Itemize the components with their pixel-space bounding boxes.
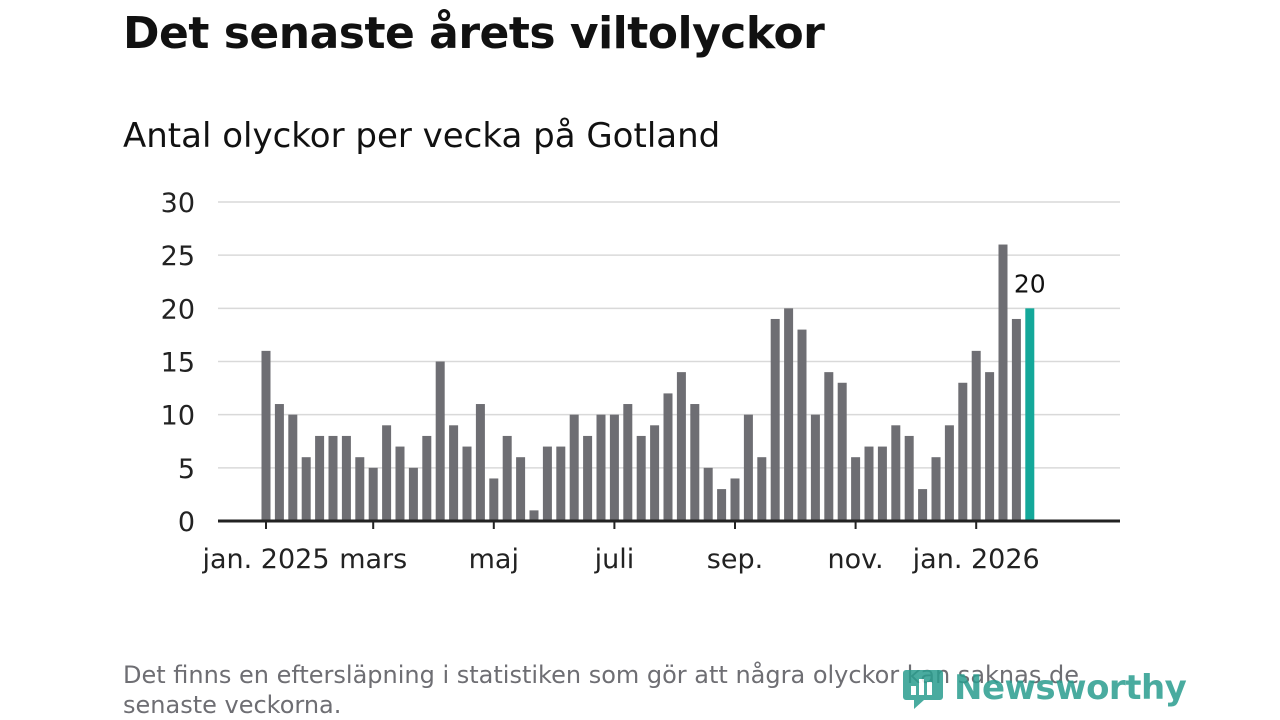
newsworthy-logo-text: Newsworthy — [954, 668, 1187, 708]
x-tick-label: nov. — [828, 544, 884, 575]
bar[interactable] — [569, 414, 579, 521]
bar[interactable] — [1011, 318, 1021, 521]
bar[interactable] — [516, 457, 526, 521]
bar[interactable] — [810, 414, 820, 521]
x-tick-label: jan. 2025 — [201, 544, 329, 575]
bar[interactable] — [382, 425, 392, 521]
bar[interactable] — [556, 446, 566, 521]
bar[interactable] — [395, 446, 405, 521]
bar[interactable] — [355, 457, 365, 521]
bar[interactable] — [743, 414, 753, 521]
bar[interactable] — [261, 350, 271, 521]
x-tick-label: sep. — [707, 544, 763, 575]
bar[interactable] — [636, 435, 646, 521]
bar[interactable] — [904, 435, 914, 521]
bar[interactable] — [864, 446, 874, 521]
x-tick-label: maj — [469, 544, 519, 575]
bar[interactable] — [971, 350, 981, 521]
bar[interactable] — [475, 404, 485, 521]
y-tick-label: 15 — [161, 348, 195, 379]
bar[interactable] — [877, 446, 887, 521]
bar[interactable] — [663, 393, 673, 521]
bar[interactable] — [301, 457, 311, 521]
bar[interactable] — [784, 308, 794, 521]
bar[interactable] — [824, 372, 834, 521]
bar[interactable] — [717, 489, 727, 521]
bar[interactable] — [958, 382, 968, 521]
bar[interactable] — [770, 318, 780, 521]
bar[interactable] — [596, 414, 606, 521]
x-axis-ticks: jan. 2025 mars maj juli sep. nov. jan. 2026 — [201, 521, 1040, 575]
bar[interactable] — [757, 457, 767, 521]
bar[interactable] — [489, 478, 499, 521]
bar[interactable] — [435, 361, 445, 522]
bars — [261, 244, 1035, 522]
x-tick-label: juli — [594, 544, 635, 575]
bar[interactable] — [944, 425, 954, 521]
bar[interactable] — [542, 446, 552, 521]
bar[interactable] — [328, 435, 338, 521]
y-tick-label: 10 — [161, 401, 195, 432]
bar[interactable] — [368, 467, 378, 521]
bar[interactable] — [315, 435, 325, 521]
bar-highlight[interactable] — [1025, 308, 1035, 521]
newsworthy-logo[interactable]: Newsworthy — [902, 666, 1187, 710]
bar[interactable] — [288, 414, 298, 521]
x-tick-label: mars — [339, 544, 407, 575]
bar[interactable] — [341, 435, 351, 521]
bar[interactable] — [851, 457, 861, 521]
bar[interactable] — [703, 467, 713, 521]
bar[interactable] — [690, 404, 700, 521]
bar[interactable] — [449, 425, 459, 521]
bar[interactable] — [623, 404, 633, 521]
bar[interactable] — [998, 244, 1008, 522]
y-tick-label: 25 — [161, 241, 195, 272]
bar[interactable] — [422, 435, 432, 521]
x-tick-label: jan. 2026 — [912, 544, 1040, 575]
bar[interactable] — [583, 435, 593, 521]
y-tick-label: 0 — [178, 507, 195, 538]
bar[interactable] — [676, 372, 686, 521]
bar[interactable] — [918, 489, 928, 521]
bar[interactable] — [274, 404, 284, 521]
bar[interactable] — [797, 329, 807, 521]
bar[interactable] — [529, 510, 539, 521]
bar[interactable] — [609, 414, 619, 521]
bar[interactable] — [985, 372, 995, 521]
bar[interactable] — [408, 467, 418, 521]
highlight-value-label: 20 — [1014, 269, 1046, 298]
y-tick-label: 30 — [161, 188, 195, 219]
chart-subtitle: Antal olyckor per vecka på Gotland — [123, 116, 721, 156]
bar-chart: 0 5 10 15 20 25 30 jan. 2025 mars maj juli sep. nov… — [161, 188, 1120, 575]
bar[interactable] — [891, 425, 901, 521]
y-tick-label: 5 — [178, 454, 195, 485]
bar[interactable] — [837, 382, 847, 521]
newsworthy-logo-icon — [903, 670, 943, 709]
bar[interactable] — [730, 478, 740, 521]
bar[interactable] — [650, 425, 660, 521]
y-axis-ticks: 0 5 10 15 20 25 30 — [161, 188, 195, 538]
bar[interactable] — [462, 446, 472, 521]
bar[interactable] — [502, 435, 512, 521]
bar[interactable] — [931, 457, 941, 521]
y-tick-label: 20 — [161, 294, 195, 325]
chart-title: Det senaste årets viltolyckor — [123, 8, 825, 59]
